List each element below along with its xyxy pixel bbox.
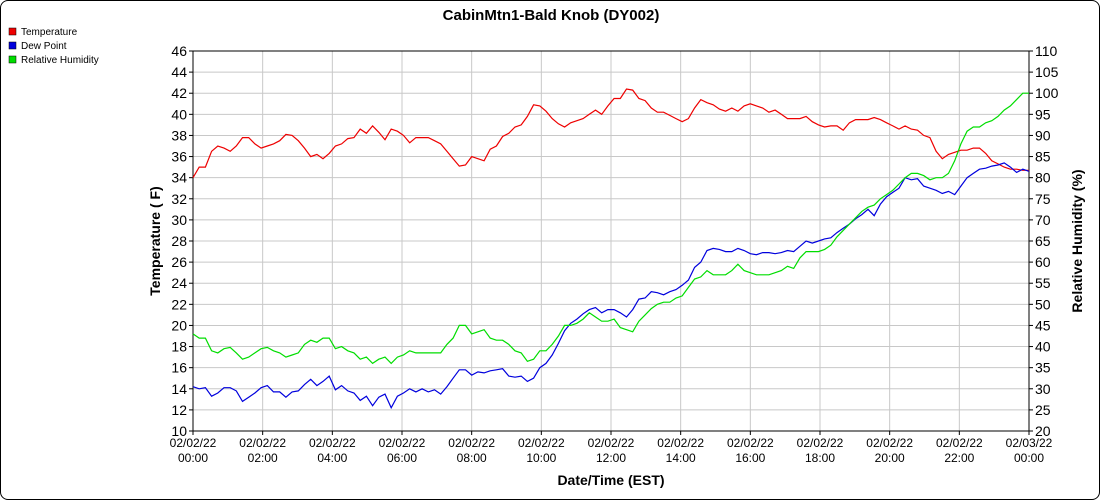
legend-swatch	[8, 41, 17, 50]
y2-tick-label: 55	[1035, 275, 1051, 291]
y2-tick-label: 20	[1035, 423, 1051, 439]
y2-tick-label: 110	[1035, 43, 1058, 59]
y-tick-label: 28	[171, 233, 187, 249]
x-tick-time: 02:00	[248, 451, 278, 465]
y-tick-label: 26	[171, 254, 187, 270]
y-axis-label: Temperature ( F)	[147, 186, 163, 295]
y2-tick-label: 95	[1035, 106, 1051, 122]
x-tick-time: 20:00	[875, 451, 905, 465]
x-tick-date: 02/02/22	[170, 436, 217, 450]
x-tick-date: 02/03/22	[1006, 436, 1053, 450]
y2-tick-label: 30	[1035, 381, 1051, 397]
series-line-relative-humidity	[192, 92, 1029, 365]
x-tick-date: 02/02/22	[518, 436, 565, 450]
y-tick-label: 42	[171, 85, 187, 101]
legend-entry: Temperature	[21, 27, 78, 38]
y-tick-label: 14	[171, 381, 187, 397]
x-axis-label: Date/Time (EST)	[557, 472, 664, 488]
series-lines	[192, 88, 1030, 410]
y2-tick-label: 65	[1035, 233, 1051, 249]
y-tick-label: 30	[171, 212, 187, 228]
x-tick-time: 00:00	[178, 451, 208, 465]
left-axis-ticks: 10 12 14 16 18 20 22 24 26 28 30 32 34 36 38 40 42 44 46	[171, 43, 193, 439]
x-tick-time: 22:00	[944, 451, 974, 465]
x-tick-time: 06:00	[387, 451, 417, 465]
x-tick-date: 02/02/22	[239, 436, 286, 450]
x-tick-time: 14:00	[666, 451, 696, 465]
x-tick-time: 12:00	[596, 451, 626, 465]
y-tick-label: 24	[171, 275, 187, 291]
x-tick-date: 02/02/22	[657, 436, 704, 450]
y2-tick-label: 35	[1035, 360, 1051, 376]
series-line-temperature	[192, 88, 1029, 179]
y2-tick-label: 105	[1035, 64, 1059, 80]
y2-tick-label: 80	[1035, 170, 1051, 186]
y-tick-label: 36	[171, 149, 187, 165]
x-tick-time: 18:00	[805, 451, 835, 465]
y-tick-label: 22	[171, 296, 187, 312]
x-tick-date: 02/02/22	[588, 436, 635, 450]
x-tick-date: 02/02/22	[727, 436, 774, 450]
y2-tick-label: 85	[1035, 149, 1051, 165]
y2-tick-label: 40	[1035, 339, 1051, 355]
y2-tick-label: 90	[1035, 127, 1051, 143]
y2-tick-label: 100	[1035, 85, 1059, 101]
legend-swatch	[8, 55, 17, 64]
x-tick-date: 02/02/22	[797, 436, 844, 450]
x-tick-date: 02/02/22	[379, 436, 426, 450]
y-tick-label: 46	[171, 43, 187, 59]
y2-tick-label: 60	[1035, 254, 1051, 270]
y2-tick-label: 70	[1035, 212, 1051, 228]
grid-lines	[192, 50, 1030, 432]
y2-tick-label: 25	[1035, 402, 1051, 418]
x-axis-ticks: 02/02/2200:0002/02/2202:0002/02/2204:000…	[170, 431, 1053, 465]
x-tick-date: 02/02/22	[936, 436, 983, 450]
y2-tick-label: 50	[1035, 296, 1051, 312]
y-tick-label: 44	[171, 64, 187, 80]
y-tick-label: 32	[171, 191, 187, 207]
right-axis-ticks: 20 25 30 35 40 45 50 55 60 65 70 75 80 85 90 95 100 105 11…	[1029, 43, 1059, 439]
y-tick-label: 12	[171, 402, 187, 418]
x-tick-date: 02/02/22	[866, 436, 913, 450]
y-tick-label: 16	[171, 360, 187, 376]
x-tick-date: 02/02/22	[309, 436, 356, 450]
series-line-dew-point	[192, 162, 1030, 410]
y-tick-label: 40	[171, 106, 187, 122]
y2-axis-label: Relative Humidity (%)	[1069, 169, 1085, 312]
y-tick-label: 38	[171, 127, 187, 143]
legend-entry: Dew Point	[21, 41, 67, 52]
y-tick-label: 10	[171, 423, 187, 439]
legend-entry: Relative Humidity	[21, 55, 99, 66]
y-tick-label: 18	[171, 339, 187, 355]
x-tick-time: 04:00	[317, 451, 347, 465]
x-tick-time: 08:00	[457, 451, 487, 465]
x-tick-time: 00:00	[1014, 451, 1044, 465]
legend: Temperature Dew Point Relative Humidity	[8, 27, 99, 66]
y-tick-label: 20	[171, 317, 187, 333]
legend-swatch	[8, 27, 17, 36]
x-tick-time: 10:00	[526, 451, 556, 465]
y2-tick-label: 75	[1035, 191, 1051, 207]
x-tick-time: 16:00	[735, 451, 765, 465]
y2-tick-label: 45	[1035, 317, 1051, 333]
y-tick-label: 34	[171, 170, 187, 186]
chart-title: CabinMtn1-Bald Knob (DY002)	[443, 7, 660, 24]
x-tick-date: 02/02/22	[448, 436, 495, 450]
